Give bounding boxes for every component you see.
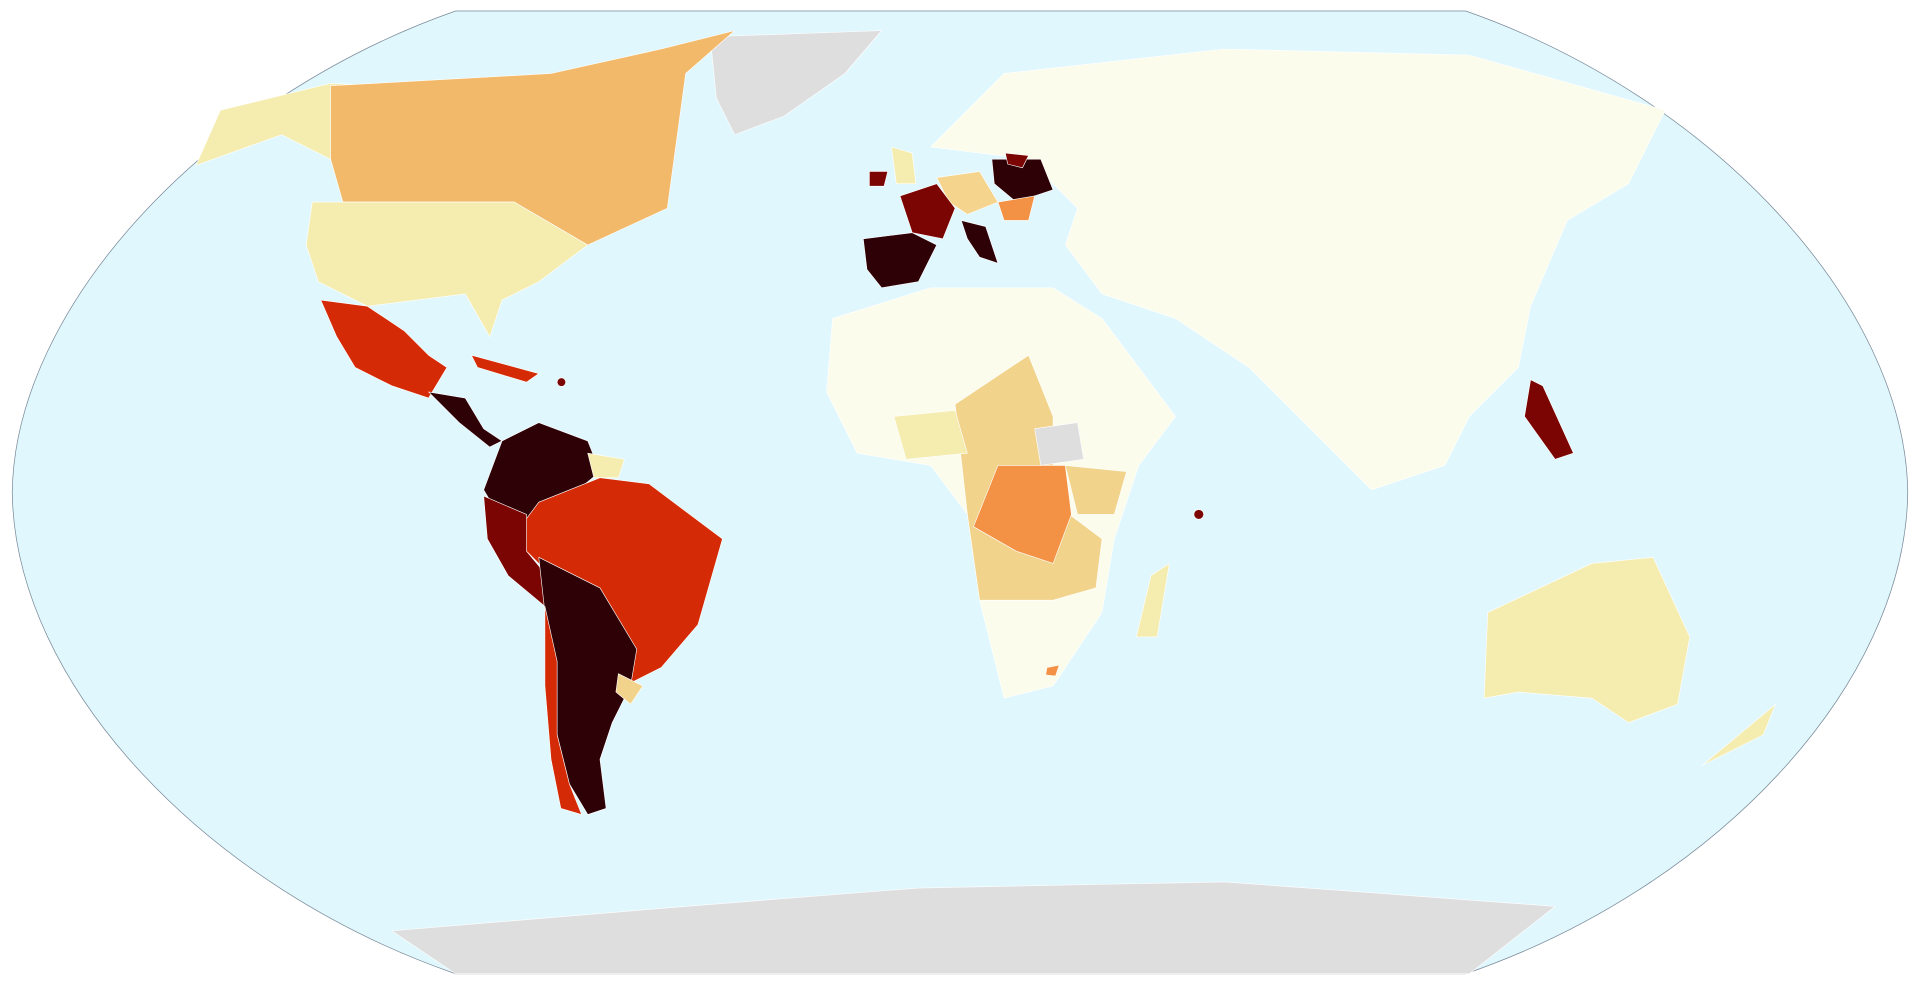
- region: [891, 146, 917, 185]
- region: [330, 30, 736, 246]
- region: [997, 195, 1035, 221]
- region: [1065, 465, 1127, 515]
- region: [1045, 664, 1060, 677]
- region: [1483, 556, 1691, 723]
- region: [615, 673, 644, 705]
- region: [1005, 152, 1029, 169]
- region: [556, 377, 567, 387]
- region: [471, 354, 540, 383]
- region: [899, 183, 956, 240]
- region: [305, 201, 589, 338]
- region: [709, 30, 882, 136]
- region: [544, 605, 582, 815]
- region: [869, 171, 889, 187]
- region: [1136, 563, 1170, 638]
- region: [587, 452, 625, 478]
- region: [1193, 509, 1204, 520]
- region: [1524, 379, 1574, 460]
- region: [930, 48, 1666, 491]
- region: [1701, 703, 1776, 766]
- region: [391, 881, 1556, 975]
- region: [1034, 422, 1084, 466]
- region: [320, 299, 448, 399]
- region: [893, 410, 968, 460]
- region: [960, 220, 999, 264]
